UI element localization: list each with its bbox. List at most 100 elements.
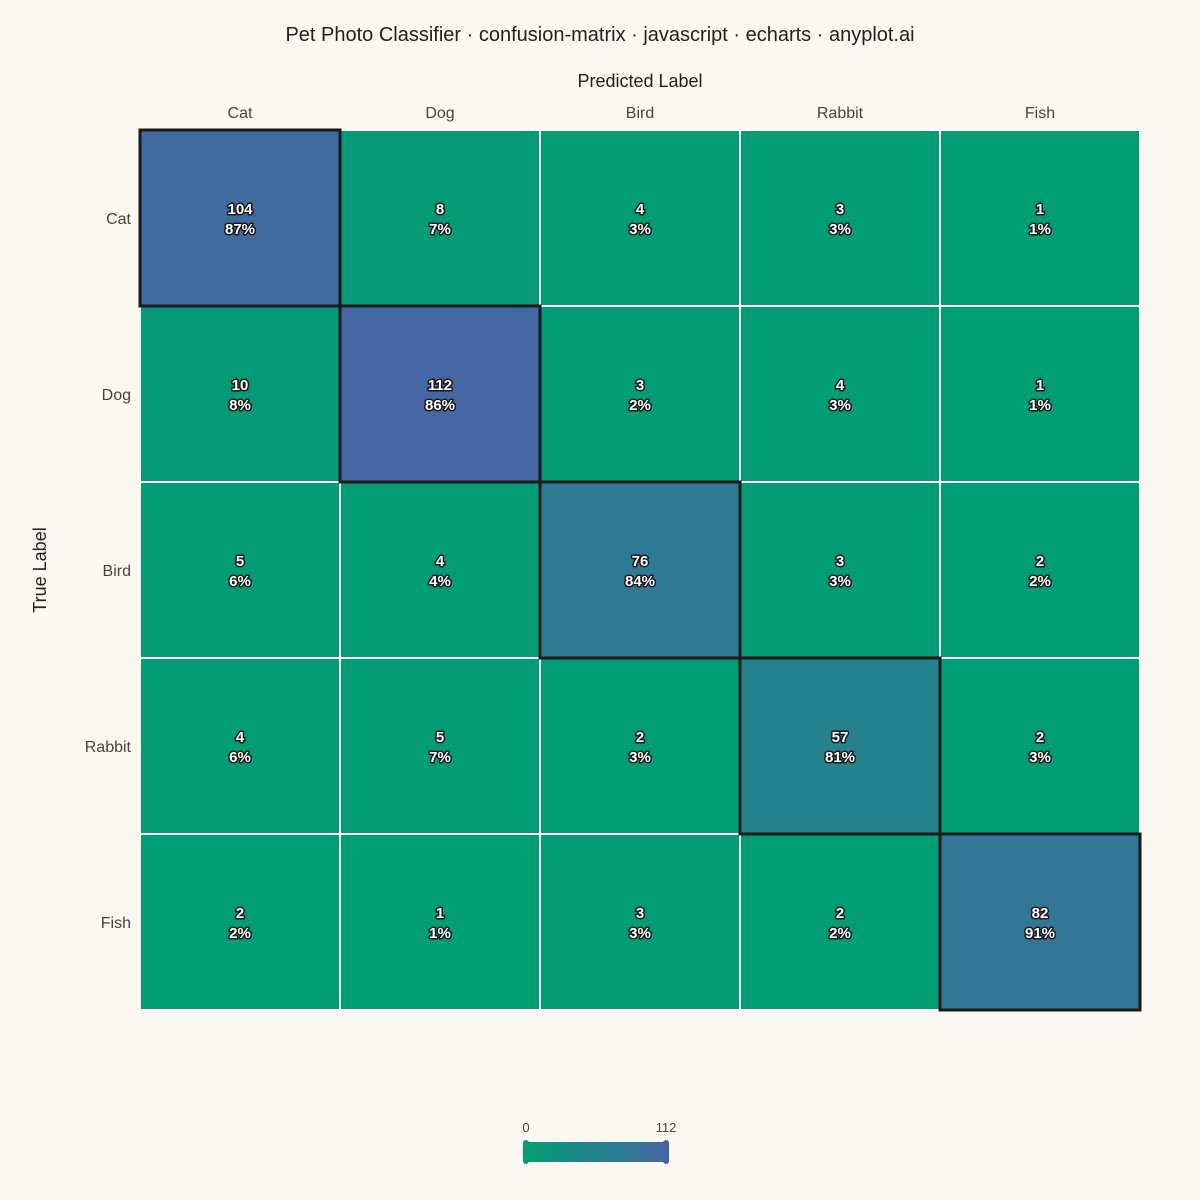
heatmap-cell-cat-fish[interactable] [939, 129, 1141, 307]
x-tick-label: Fish [1025, 105, 1055, 122]
x-tick-label: Rabbit [817, 105, 864, 122]
cell-percent-label: 3% [829, 397, 851, 414]
cell-count-label: 3 [836, 553, 844, 570]
color-scale-min-handle[interactable] [523, 1140, 529, 1164]
cell-percent-label: 86% [425, 397, 455, 414]
cell-percent-label: 2% [829, 925, 851, 942]
cell-percent-label: 3% [1029, 749, 1051, 766]
heatmap-cell-rabbit-cat[interactable] [139, 657, 341, 835]
cell-percent-label: 2% [229, 925, 251, 942]
heatmap-cell-bird-fish[interactable] [939, 481, 1141, 659]
cell-percent-label: 7% [429, 749, 451, 766]
cell-count-label: 4 [436, 553, 445, 570]
heatmap-cell-cat-cat[interactable] [139, 129, 341, 307]
cell-count-label: 2 [1036, 553, 1044, 570]
heatmap-cell-bird-dog[interactable] [339, 481, 541, 659]
x-tick-label: Dog [425, 105, 454, 122]
cell-percent-label: 6% [229, 749, 251, 766]
diagonal-highlight [138, 128, 342, 308]
cell-count-label: 82 [1032, 905, 1049, 922]
cell-count-label: 1 [1036, 201, 1044, 218]
cell-count-label: 112 [428, 377, 452, 394]
color-scale-min-label: 0 [522, 1120, 529, 1135]
cell-labels: 10487%87%43%33%11%108%11286%32%43%11%56%… [223, 200, 1056, 944]
x-tick-label: Bird [626, 105, 654, 122]
cell-count-label: 3 [836, 201, 844, 218]
cell-percent-label: 3% [629, 749, 651, 766]
cell-percent-label: 3% [629, 221, 651, 238]
cell-percent-label: 3% [829, 573, 851, 590]
color-scale-bar [526, 1142, 666, 1162]
heatmap-cell-rabbit-dog[interactable] [339, 657, 541, 835]
x-tick-label: Cat [228, 105, 253, 122]
heatmap-cells [139, 129, 1141, 1011]
color-scale-max-label: 112 [656, 1120, 677, 1135]
heatmap-cell-fish-fish[interactable] [939, 833, 1141, 1011]
cell-percent-label: 1% [1029, 221, 1051, 238]
color-scale-max-handle[interactable] [663, 1140, 669, 1164]
cell-count-label: 1 [436, 905, 444, 922]
cell-count-label: 5 [236, 553, 244, 570]
x-axis-title: Predicted Label [577, 71, 702, 91]
heatmap-cell-cat-rabbit[interactable] [739, 129, 941, 307]
cell-count-label: 8 [436, 201, 444, 218]
cell-percent-label: 7% [429, 221, 451, 238]
heatmap-cell-dog-fish[interactable] [939, 305, 1141, 483]
heatmap-cell-rabbit-fish[interactable] [939, 657, 1141, 835]
cell-count-label: 3 [636, 905, 644, 922]
cell-percent-label: 6% [229, 573, 251, 590]
heatmap-cell-fish-cat[interactable] [139, 833, 341, 1011]
cell-count-label: 4 [636, 201, 645, 218]
cell-count-label: 104 [227, 201, 253, 218]
color-scale-legend[interactable]: 0 112 [522, 1120, 676, 1164]
heatmap-cell-rabbit-bird[interactable] [539, 657, 741, 835]
heatmap-cell-dog-rabbit[interactable] [739, 305, 941, 483]
heatmap-cell-bird-rabbit[interactable] [739, 481, 941, 659]
cell-count-label: 3 [636, 377, 644, 394]
cell-percent-label: 91% [1025, 925, 1055, 942]
cell-count-label: 2 [636, 729, 644, 746]
cell-count-label: 4 [836, 377, 845, 394]
diagonal-highlight [538, 480, 742, 660]
cell-count-label: 57 [832, 729, 849, 746]
diagonal-highlight [938, 832, 1142, 1012]
heatmap-cell-dog-dog[interactable] [339, 305, 541, 483]
cell-percent-label: 84% [625, 573, 655, 590]
diagonal-highlight [338, 304, 542, 484]
cell-count-label: 4 [236, 729, 245, 746]
y-axis-title: True Label [30, 527, 50, 612]
heatmap-cell-fish-dog[interactable] [339, 833, 541, 1011]
cell-percent-label: 81% [825, 749, 855, 766]
heatmap-cell-dog-cat[interactable] [139, 305, 341, 483]
y-tick-label: Rabbit [85, 739, 132, 756]
heatmap-cell-fish-bird[interactable] [539, 833, 741, 1011]
cell-percent-label: 2% [629, 397, 651, 414]
diagonal-highlight [738, 656, 942, 836]
heatmap-cell-cat-bird[interactable] [539, 129, 741, 307]
cell-percent-label: 3% [829, 221, 851, 238]
cell-count-label: 5 [436, 729, 444, 746]
y-axis-ticks: Cat Dog Bird Rabbit Fish [85, 211, 132, 932]
x-axis-ticks: Cat Dog Bird Rabbit Fish [228, 105, 1056, 122]
heatmap-cell-fish-rabbit[interactable] [739, 833, 941, 1011]
heatmap-cell-cat-dog[interactable] [339, 129, 541, 307]
cell-percent-label: 1% [1029, 397, 1051, 414]
heatmap-cell-rabbit-rabbit[interactable] [739, 657, 941, 835]
heatmap-cell-bird-bird[interactable] [539, 481, 741, 659]
y-tick-label: Bird [103, 563, 131, 580]
cell-count-label: 76 [632, 553, 649, 570]
cell-percent-label: 8% [229, 397, 251, 414]
cell-count-label: 2 [1036, 729, 1044, 746]
cell-percent-label: 2% [1029, 573, 1051, 590]
cell-count-label: 1 [1036, 377, 1044, 394]
cell-count-label: 10 [232, 377, 249, 394]
chart-title: Pet Photo Classifier · confusion-matrix … [285, 24, 914, 46]
heatmap-cell-dog-bird[interactable] [539, 305, 741, 483]
y-tick-label: Dog [102, 387, 131, 404]
cell-count-label: 2 [236, 905, 244, 922]
cell-percent-label: 87% [225, 221, 255, 238]
cell-percent-label: 3% [629, 925, 651, 942]
y-tick-label: Fish [101, 915, 131, 932]
heatmap-cell-bird-cat[interactable] [139, 481, 341, 659]
